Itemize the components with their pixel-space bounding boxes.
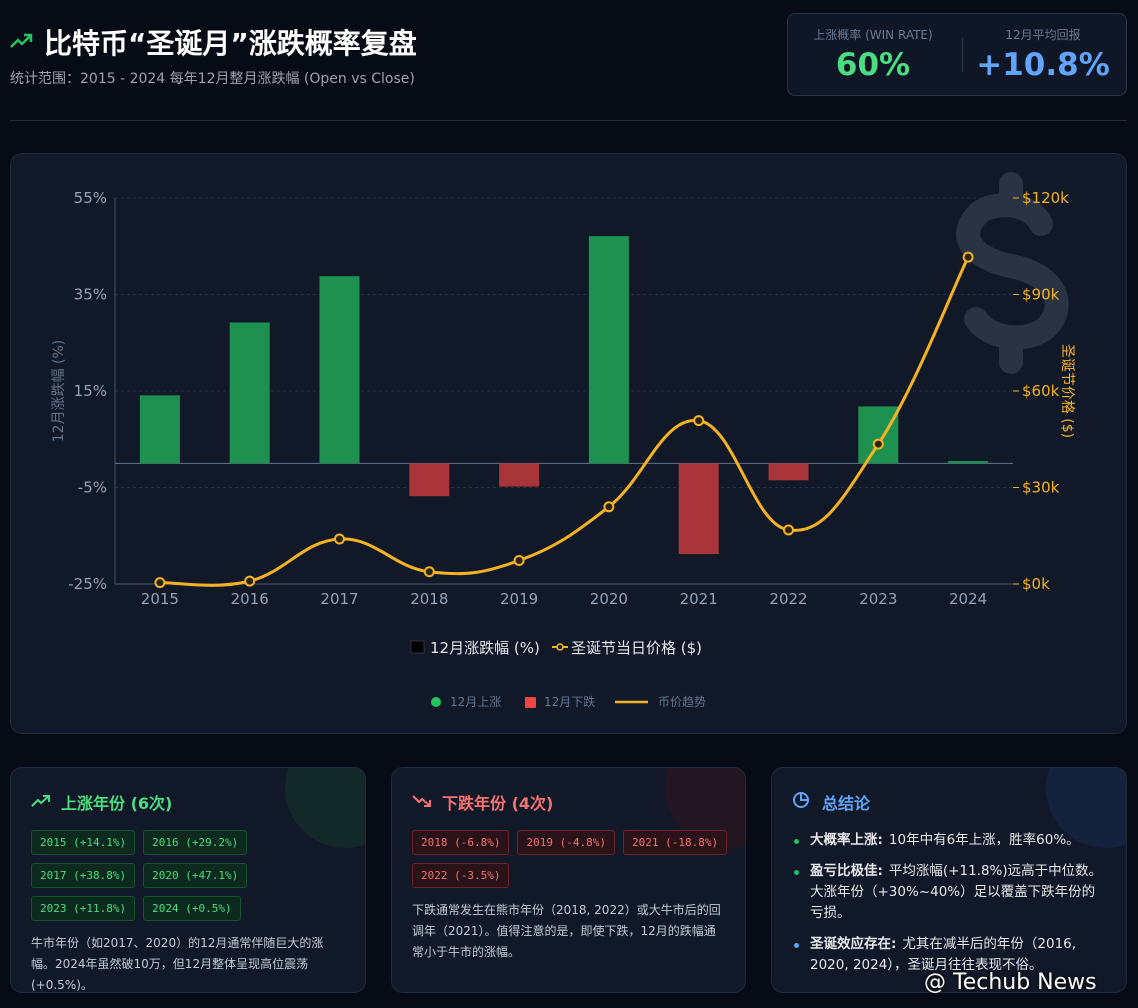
y-tick-label: 35% <box>74 286 107 304</box>
x-tick-label: 2018 <box>410 590 448 608</box>
subtitle: 统计范围：2015 - 2024 每年12月整月涨跌幅 (Open vs Clo… <box>10 71 415 87</box>
price-point <box>783 524 794 536</box>
summary-item: 盈亏比极佳: 平均涨幅(+11.8%)远高于中位数。大涨年份（+30%~40%）足… <box>794 861 1106 924</box>
stat: 12月平均回报 +10.8% <box>958 26 1128 83</box>
legend-label: 12月涨跌幅 (%) <box>430 639 540 657</box>
pie-icon <box>793 792 809 808</box>
item-label: 圣诞效应存在: <box>810 936 897 952</box>
tag: 2020 (+47.1%) <box>143 863 248 888</box>
y-tick-label: 55% <box>74 189 107 207</box>
bar <box>948 460 989 464</box>
note-label: 12月下跌 <box>544 694 595 709</box>
y-axis-title: 12月涨跌幅 (%) <box>51 340 67 443</box>
y-tick-label: -25% <box>68 575 107 593</box>
stat-label: 12月平均回报 <box>1005 28 1081 42</box>
divider <box>10 120 1127 121</box>
tag: 2022 (-3.5%) <box>412 863 510 888</box>
tag: 2023 (+11.8%) <box>31 896 136 921</box>
tag: 2015 (+14.1%) <box>31 830 136 855</box>
item-label: 大概率上涨: <box>810 832 883 848</box>
chart: -25% -5% 15% 35% 55% $0k $30k $60k $90k $120k 12月涨… <box>51 172 1075 709</box>
price-point <box>962 251 974 263</box>
y2-tick-label: $90k <box>1022 286 1060 304</box>
note-label: 12月上涨 <box>450 694 501 709</box>
legend-label: 圣诞节当日价格 ($) <box>571 639 702 657</box>
y2-tick-label: $120k <box>1022 189 1069 207</box>
x-tick-label: 2024 <box>949 590 987 608</box>
stat: 上涨概率 (WIN RATE) 60% <box>788 26 958 83</box>
price-point <box>513 555 525 567</box>
page-title: 比特币“圣诞月”涨跌概率复盘 <box>44 27 417 60</box>
bar <box>139 395 180 464</box>
watermark: @ Techub News <box>924 970 1097 995</box>
bar <box>499 463 540 487</box>
y2-axis-title: 圣诞节价格 ($) <box>1059 344 1075 438</box>
bar <box>588 236 629 464</box>
y-tick-label: -5% <box>78 479 107 497</box>
x-tick-label: 2023 <box>859 590 897 608</box>
x-tick-label: 2021 <box>680 590 718 608</box>
item-label: 盈亏比极佳: <box>810 863 883 879</box>
bar <box>858 406 899 464</box>
y2-tick-label: $60k <box>1022 382 1060 400</box>
x-tick-label: 2017 <box>320 590 358 608</box>
tag: 2017 (+38.8%) <box>31 863 136 888</box>
card-title: 总结论 <box>822 794 871 813</box>
dollar-icon <box>956 172 1069 374</box>
summary-item: 圣诞效应存在: 尤其在减半后的年份（2016, 2020, 2024），圣诞月往往… <box>794 934 1106 976</box>
price-point <box>693 415 705 427</box>
trend-up-icon <box>31 795 50 807</box>
item-text: 10年中有6年上涨，胜率60%。 <box>888 832 1080 848</box>
bar <box>319 276 360 464</box>
stat-label: 上涨概率 (WIN RATE) <box>813 28 933 42</box>
card-title: 上涨年份 (6次) <box>61 794 173 813</box>
stat-value: 60% <box>835 47 911 83</box>
note-swatch <box>431 697 441 707</box>
summary-item: 大概率上涨: 10年中有6年上涨，胜率60%。 <box>794 830 1106 851</box>
bar <box>229 322 270 464</box>
legend-swatch <box>410 640 425 654</box>
tag: 2016 (+29.2%) <box>143 830 248 855</box>
bar <box>409 463 450 497</box>
y2-tick-label: $30k <box>1022 479 1060 497</box>
x-tick-label: 2020 <box>590 590 628 608</box>
x-tick-label: 2019 <box>500 590 538 608</box>
bar <box>768 463 809 481</box>
item-text: 平均涨幅(+11.8%)远高于中位数。大涨年份（+30%~40%）足以覆盖下跌年… <box>810 863 1103 921</box>
note-label: 币价趋势 <box>658 695 706 709</box>
legend-swatch <box>556 643 564 651</box>
y2-tick-label: $0k <box>1022 575 1050 593</box>
trend-icon <box>10 33 33 48</box>
item-text: 尤其在减半后的年份（2016, 2020, 2024），圣诞月往往表现不俗。 <box>810 936 1077 973</box>
x-tick-label: 2016 <box>231 590 269 608</box>
stats-box: 上涨概率 (WIN RATE) 60% 12月平均回报 +10.8% <box>787 13 1127 96</box>
note-swatch <box>525 697 536 708</box>
tag: 2018 (-6.8%) <box>412 830 510 855</box>
card-summary: 总结论 大概率上涨: 10年中有6年上涨，胜率60%。 盈亏比极佳: 平均涨幅(+1… <box>771 767 1127 993</box>
card-title: 下跌年份 (4次) <box>442 794 554 813</box>
tag: 2024 (+0.5%) <box>143 896 241 921</box>
price-point <box>872 438 884 450</box>
card-down: 下跌年份 (4次) 2018 (-6.8%) 2019 (-4.8%) 2021 … <box>391 767 746 993</box>
x-tick-label: 2022 <box>769 590 807 608</box>
bar <box>678 463 719 555</box>
price-line <box>159 256 970 587</box>
tag: 2021 (-18.8%) <box>622 830 728 855</box>
price-point <box>154 577 166 589</box>
card-text: 下跌通常发生在熊市年份（2018, 2022）或大牛市后的回调年（2021）。值… <box>412 903 721 959</box>
tag: 2019 (-4.8%) <box>517 830 615 855</box>
chart-panel: -25% -5% 15% 35% 55% $0k $30k $60k $90k $120k 12月涨… <box>10 153 1127 734</box>
card-up: 上涨年份 (6次) 2015 (+14.1%) 2016 (+29.2%) 201… <box>10 767 366 993</box>
price-point <box>423 566 435 578</box>
card-text: 牛市年份（如2017、2020）的12月通常伴随巨大的涨幅。2024年虽然破10… <box>31 936 324 992</box>
price-point <box>244 575 256 587</box>
price-point <box>603 501 615 513</box>
x-tick-label: 2015 <box>141 590 179 608</box>
stat-value: +10.8% <box>976 47 1110 83</box>
trend-down-icon <box>412 795 431 807</box>
price-point <box>334 533 345 545</box>
y-tick-label: 15% <box>74 382 107 400</box>
